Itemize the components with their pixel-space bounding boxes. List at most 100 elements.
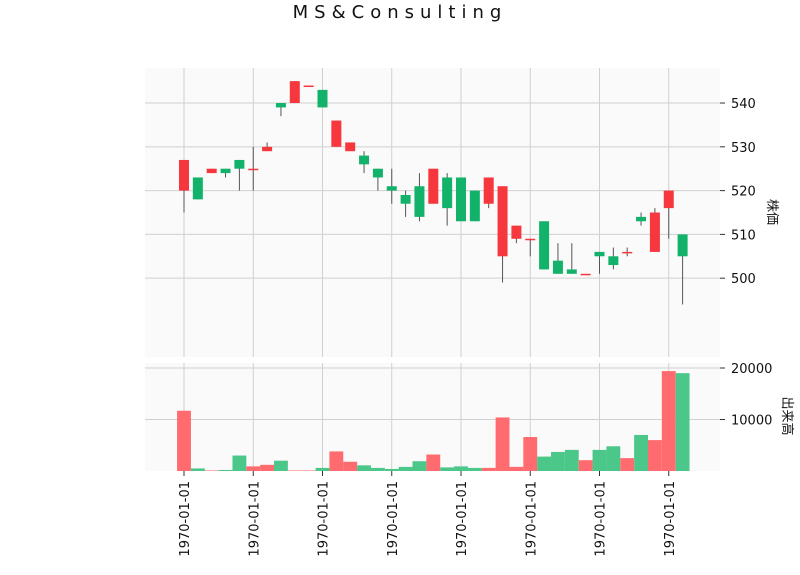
- candle-body: [442, 177, 453, 209]
- price-tick-label: 510: [731, 228, 756, 243]
- candle: [497, 186, 508, 283]
- candle-body: [359, 155, 370, 165]
- price-axis-label: 株価: [764, 199, 779, 225]
- volume-bar: [440, 467, 455, 471]
- candle-body: [539, 221, 550, 270]
- x-tick-label: 1970-01-01: [663, 481, 678, 557]
- candle: [234, 159, 245, 191]
- candle-body: [220, 168, 231, 174]
- candle-body: [414, 186, 425, 217]
- candle-body: [345, 142, 356, 152]
- candle: [428, 168, 439, 204]
- candle-body: [552, 260, 563, 274]
- candle-body: [179, 159, 189, 191]
- candle-body: [248, 168, 259, 171]
- volume-bar: [315, 467, 330, 471]
- candle: [456, 177, 466, 222]
- volume-bar: [343, 461, 358, 471]
- volume-bar: [218, 469, 233, 471]
- candle: [442, 173, 453, 226]
- candle-body: [622, 251, 633, 254]
- candle-body: [469, 190, 480, 222]
- candle: [179, 159, 189, 213]
- x-tick-label: 1970-01-01: [317, 481, 332, 557]
- candle: [539, 221, 550, 270]
- candle: [303, 85, 314, 88]
- volume-bar: [634, 434, 648, 471]
- candle: [663, 190, 674, 239]
- candle: [220, 168, 231, 178]
- price-tick-label: 500: [731, 272, 756, 287]
- candle: [345, 142, 356, 152]
- volume-bar: [509, 466, 524, 471]
- candle: [677, 234, 688, 305]
- candle: [636, 212, 647, 226]
- candle: [331, 120, 342, 147]
- volume-bar: [260, 464, 275, 471]
- x-tick-label: 1970-01-01: [594, 481, 609, 557]
- candle-body: [317, 89, 328, 108]
- candle-body: [594, 251, 605, 257]
- volume-bar: [481, 467, 496, 471]
- volume-tick-label: 20000: [731, 362, 772, 377]
- volume-bar: [537, 456, 552, 471]
- candle-body: [636, 216, 647, 222]
- candle-body: [386, 186, 397, 191]
- volume-axis-label: 出来高: [779, 396, 795, 435]
- candle: [275, 103, 286, 117]
- volume-bar: [232, 455, 247, 471]
- volume-bar: [551, 451, 565, 471]
- candle-body: [677, 234, 688, 257]
- candle-body: [525, 238, 536, 241]
- volume-bar: [357, 465, 371, 471]
- candle: [206, 168, 217, 174]
- volume-bar: [523, 437, 538, 471]
- volume-bar: [454, 466, 468, 471]
- volume-bar: [177, 410, 191, 471]
- volume-bar: [592, 449, 607, 471]
- candle: [525, 238, 536, 257]
- candle: [262, 142, 273, 152]
- volume-panel-background: [145, 363, 720, 471]
- candle: [594, 251, 605, 274]
- volume-bar: [564, 449, 579, 471]
- candle-body: [192, 177, 203, 200]
- volume-bar: [329, 451, 344, 471]
- candle-body: [262, 146, 273, 152]
- candle-body: [400, 194, 411, 204]
- candle-body: [372, 168, 383, 178]
- candle: [372, 168, 383, 191]
- x-tick-label: 1970-01-01: [524, 481, 539, 557]
- candle: [552, 243, 563, 274]
- x-axis: 1970-01-01 1970-01-01 1970-01-01 1970-01-01…: [178, 471, 678, 557]
- volume-bar: [647, 440, 662, 471]
- candle-body: [566, 269, 577, 274]
- candle-body: [483, 177, 494, 204]
- candle-body: [580, 273, 591, 276]
- volume-bar: [190, 468, 205, 471]
- candle: [359, 151, 370, 174]
- candle-body: [331, 120, 342, 147]
- candle-body: [663, 190, 674, 209]
- volume-axis: 10000 20000: [720, 362, 772, 429]
- candle: [386, 168, 397, 204]
- candle-body: [289, 81, 300, 104]
- volume-bar: [246, 466, 261, 471]
- candle: [317, 89, 328, 108]
- volume-bar: [467, 467, 482, 471]
- candle: [248, 146, 259, 191]
- x-tick-label: 1970-01-01: [386, 481, 401, 557]
- candle-body: [456, 177, 466, 222]
- candle-body: [649, 212, 660, 252]
- candle: [400, 190, 411, 217]
- volume-bar: [675, 373, 690, 471]
- candle: [289, 81, 300, 104]
- candle-body: [206, 168, 217, 174]
- volume-bar: [412, 461, 427, 471]
- price-tick-label: 540: [731, 97, 756, 112]
- candle: [414, 173, 425, 222]
- candle: [192, 177, 203, 200]
- candle-body: [608, 256, 619, 266]
- candle-body: [497, 186, 508, 257]
